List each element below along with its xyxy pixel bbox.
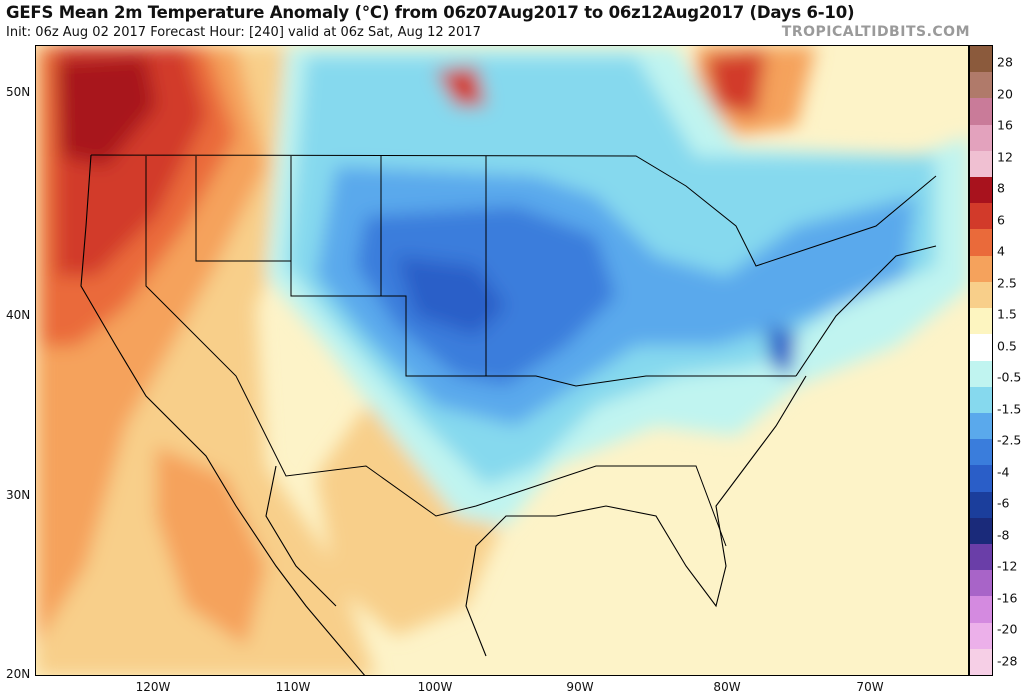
colorbar-label: -6 xyxy=(997,495,1010,511)
lon-label-70w: 70W xyxy=(856,680,884,694)
colorbar-segment xyxy=(970,229,992,257)
colorbar-label: 12 xyxy=(997,149,1013,165)
lat-label-20n: 20N xyxy=(6,667,31,681)
anomaly-field xyxy=(36,46,968,675)
map-canvas xyxy=(36,46,968,675)
colorbar-segment xyxy=(970,203,992,230)
colorbar-segment xyxy=(970,124,992,152)
colorbar-segment xyxy=(970,255,992,283)
colorbar-label: -1.5 xyxy=(997,401,1022,417)
lat-label-40n: 40N xyxy=(6,308,31,322)
colorbar-segment xyxy=(970,648,992,676)
colorbar-label: 16 xyxy=(997,117,1013,133)
colorbar-label: 6 xyxy=(997,212,1005,228)
lon-label-90w: 90W xyxy=(566,680,594,694)
colorbar-segment xyxy=(970,360,992,388)
colorbar-label: 1.5 xyxy=(997,306,1017,322)
colorbar-label: 0.5 xyxy=(997,338,1017,354)
colorbar-label: 28 xyxy=(997,54,1013,70)
colorbar-label: -2.5 xyxy=(997,432,1022,448)
colorbar-label: -12 xyxy=(997,558,1018,574)
colorbar-segment xyxy=(970,98,992,126)
colorbar-label: -16 xyxy=(997,590,1018,606)
colorbar-segment xyxy=(970,281,992,309)
chart-title: GEFS Mean 2m Temperature Anomaly (°C) fr… xyxy=(6,3,855,22)
colorbar-label: 2.5 xyxy=(997,275,1017,291)
colorbar-segment xyxy=(970,72,992,99)
colorbar-segment xyxy=(970,386,992,414)
colorbar-label: -4 xyxy=(997,464,1010,480)
colorbar-label: -8 xyxy=(997,527,1010,543)
lat-label-30n: 30N xyxy=(6,488,31,502)
colorbar-segment xyxy=(970,491,992,519)
colorbar-segment xyxy=(970,177,992,204)
colorbar-label: 8 xyxy=(997,180,1005,196)
anomaly-map xyxy=(35,45,969,676)
colorbar-segment xyxy=(970,150,992,178)
colorbar-label: -28 xyxy=(997,653,1018,669)
lon-label-120w: 120W xyxy=(135,680,171,694)
colorbar-label: -0.5 xyxy=(997,369,1022,385)
coastlines xyxy=(80,154,937,675)
lon-label-110w: 110W xyxy=(275,680,311,694)
lon-label-100w: 100W xyxy=(417,680,453,694)
colorbar-segment xyxy=(970,308,992,335)
chart-subtitle: Init: 06z Aug 02 2017 Forecast Hour: [24… xyxy=(6,25,481,40)
colorbar-label: 4 xyxy=(997,243,1005,259)
lon-label-80w: 80W xyxy=(713,680,741,694)
colorbar-segment xyxy=(970,334,992,361)
state-borders xyxy=(90,154,937,547)
colorbar-segment xyxy=(970,412,992,440)
colorbar-segment xyxy=(970,439,992,466)
colorbar-segment xyxy=(970,622,992,650)
colorbar-segment xyxy=(970,517,992,545)
source-credit: TROPICALTIDBITS.COM xyxy=(781,24,970,40)
colorbar-segment xyxy=(970,570,992,597)
colorbar-segment xyxy=(970,543,992,571)
colorbar-label: 20 xyxy=(997,86,1013,102)
colorbar-label: -20 xyxy=(997,621,1018,637)
colorbar-segment xyxy=(970,465,992,493)
lat-label-50n: 50N xyxy=(6,85,31,99)
colorbar-segment xyxy=(970,596,992,624)
colorbar xyxy=(969,45,993,676)
colorbar-segment xyxy=(970,46,992,73)
